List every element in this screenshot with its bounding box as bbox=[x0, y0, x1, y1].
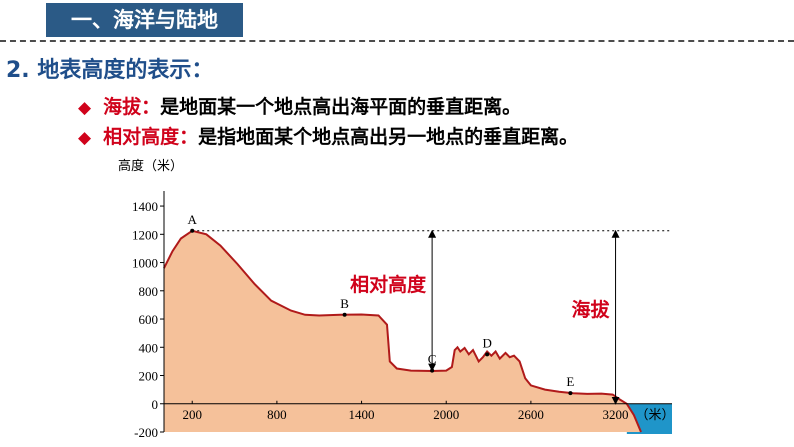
section-heading: 2. 地表高度的表示： bbox=[6, 58, 214, 83]
x-tick-label: 800 bbox=[267, 407, 287, 422]
point-label: D bbox=[482, 335, 491, 350]
diamond-bullet-icon: ◆ bbox=[78, 98, 92, 118]
x-tick-label: 2000 bbox=[433, 407, 459, 422]
x-tick-label: 1400 bbox=[349, 407, 375, 422]
point-label: A bbox=[188, 212, 198, 227]
x-tick-label: 200 bbox=[182, 407, 202, 422]
land-area bbox=[164, 230, 641, 432]
point-marker bbox=[190, 228, 195, 233]
x-tick-label: 2600 bbox=[518, 407, 544, 422]
bullet-text: 是地面某一个地点高出海平面的垂直距离。 bbox=[160, 96, 522, 118]
bullet-term: 海拔： bbox=[103, 96, 161, 118]
bullet-term: 相对高度： bbox=[103, 126, 199, 148]
altitude-label: 海拔 bbox=[572, 298, 611, 321]
point-marker bbox=[568, 391, 573, 396]
y-tick-label: 0 bbox=[152, 397, 159, 412]
diamond-bullet-icon: ◆ bbox=[78, 128, 92, 148]
relative-height-label: 相对高度 bbox=[350, 273, 427, 296]
header-bar: 一、海洋与陆地 bbox=[46, 3, 243, 37]
point-marker bbox=[430, 368, 435, 373]
y-tick-label: -200 bbox=[134, 425, 158, 440]
y-tick-label: 800 bbox=[139, 284, 159, 299]
point-label: E bbox=[566, 374, 574, 389]
point-marker bbox=[342, 312, 347, 317]
point-marker bbox=[485, 352, 490, 357]
header-title: 一、海洋与陆地 bbox=[71, 8, 218, 32]
y-tick-label: 400 bbox=[139, 340, 159, 355]
y-tick-label: 200 bbox=[139, 369, 159, 384]
terrain-profile-line bbox=[163, 229, 642, 433]
bullet-altitude: ◆ 海拔：是地面某一个地点高出海平面的垂直距离。 bbox=[78, 92, 521, 119]
x-tick-label: 3200 bbox=[603, 407, 629, 422]
y-axis-label: 高度（米） bbox=[118, 158, 183, 174]
y-tick-label: 1000 bbox=[132, 256, 158, 271]
y-tick-label: 1200 bbox=[132, 227, 158, 242]
dashed-divider bbox=[0, 40, 794, 42]
y-tick-label: 600 bbox=[139, 312, 159, 327]
bullet-text: 是指地面某个地点高出另一地点的垂直距离。 bbox=[198, 126, 579, 148]
x-axis-unit-label: （米） bbox=[636, 407, 675, 422]
y-tick-label: 1400 bbox=[132, 199, 158, 214]
bullet-relative-height: ◆ 相对高度：是指地面某个地点高出另一地点的垂直距离。 bbox=[78, 122, 578, 149]
point-label: B bbox=[340, 296, 349, 311]
